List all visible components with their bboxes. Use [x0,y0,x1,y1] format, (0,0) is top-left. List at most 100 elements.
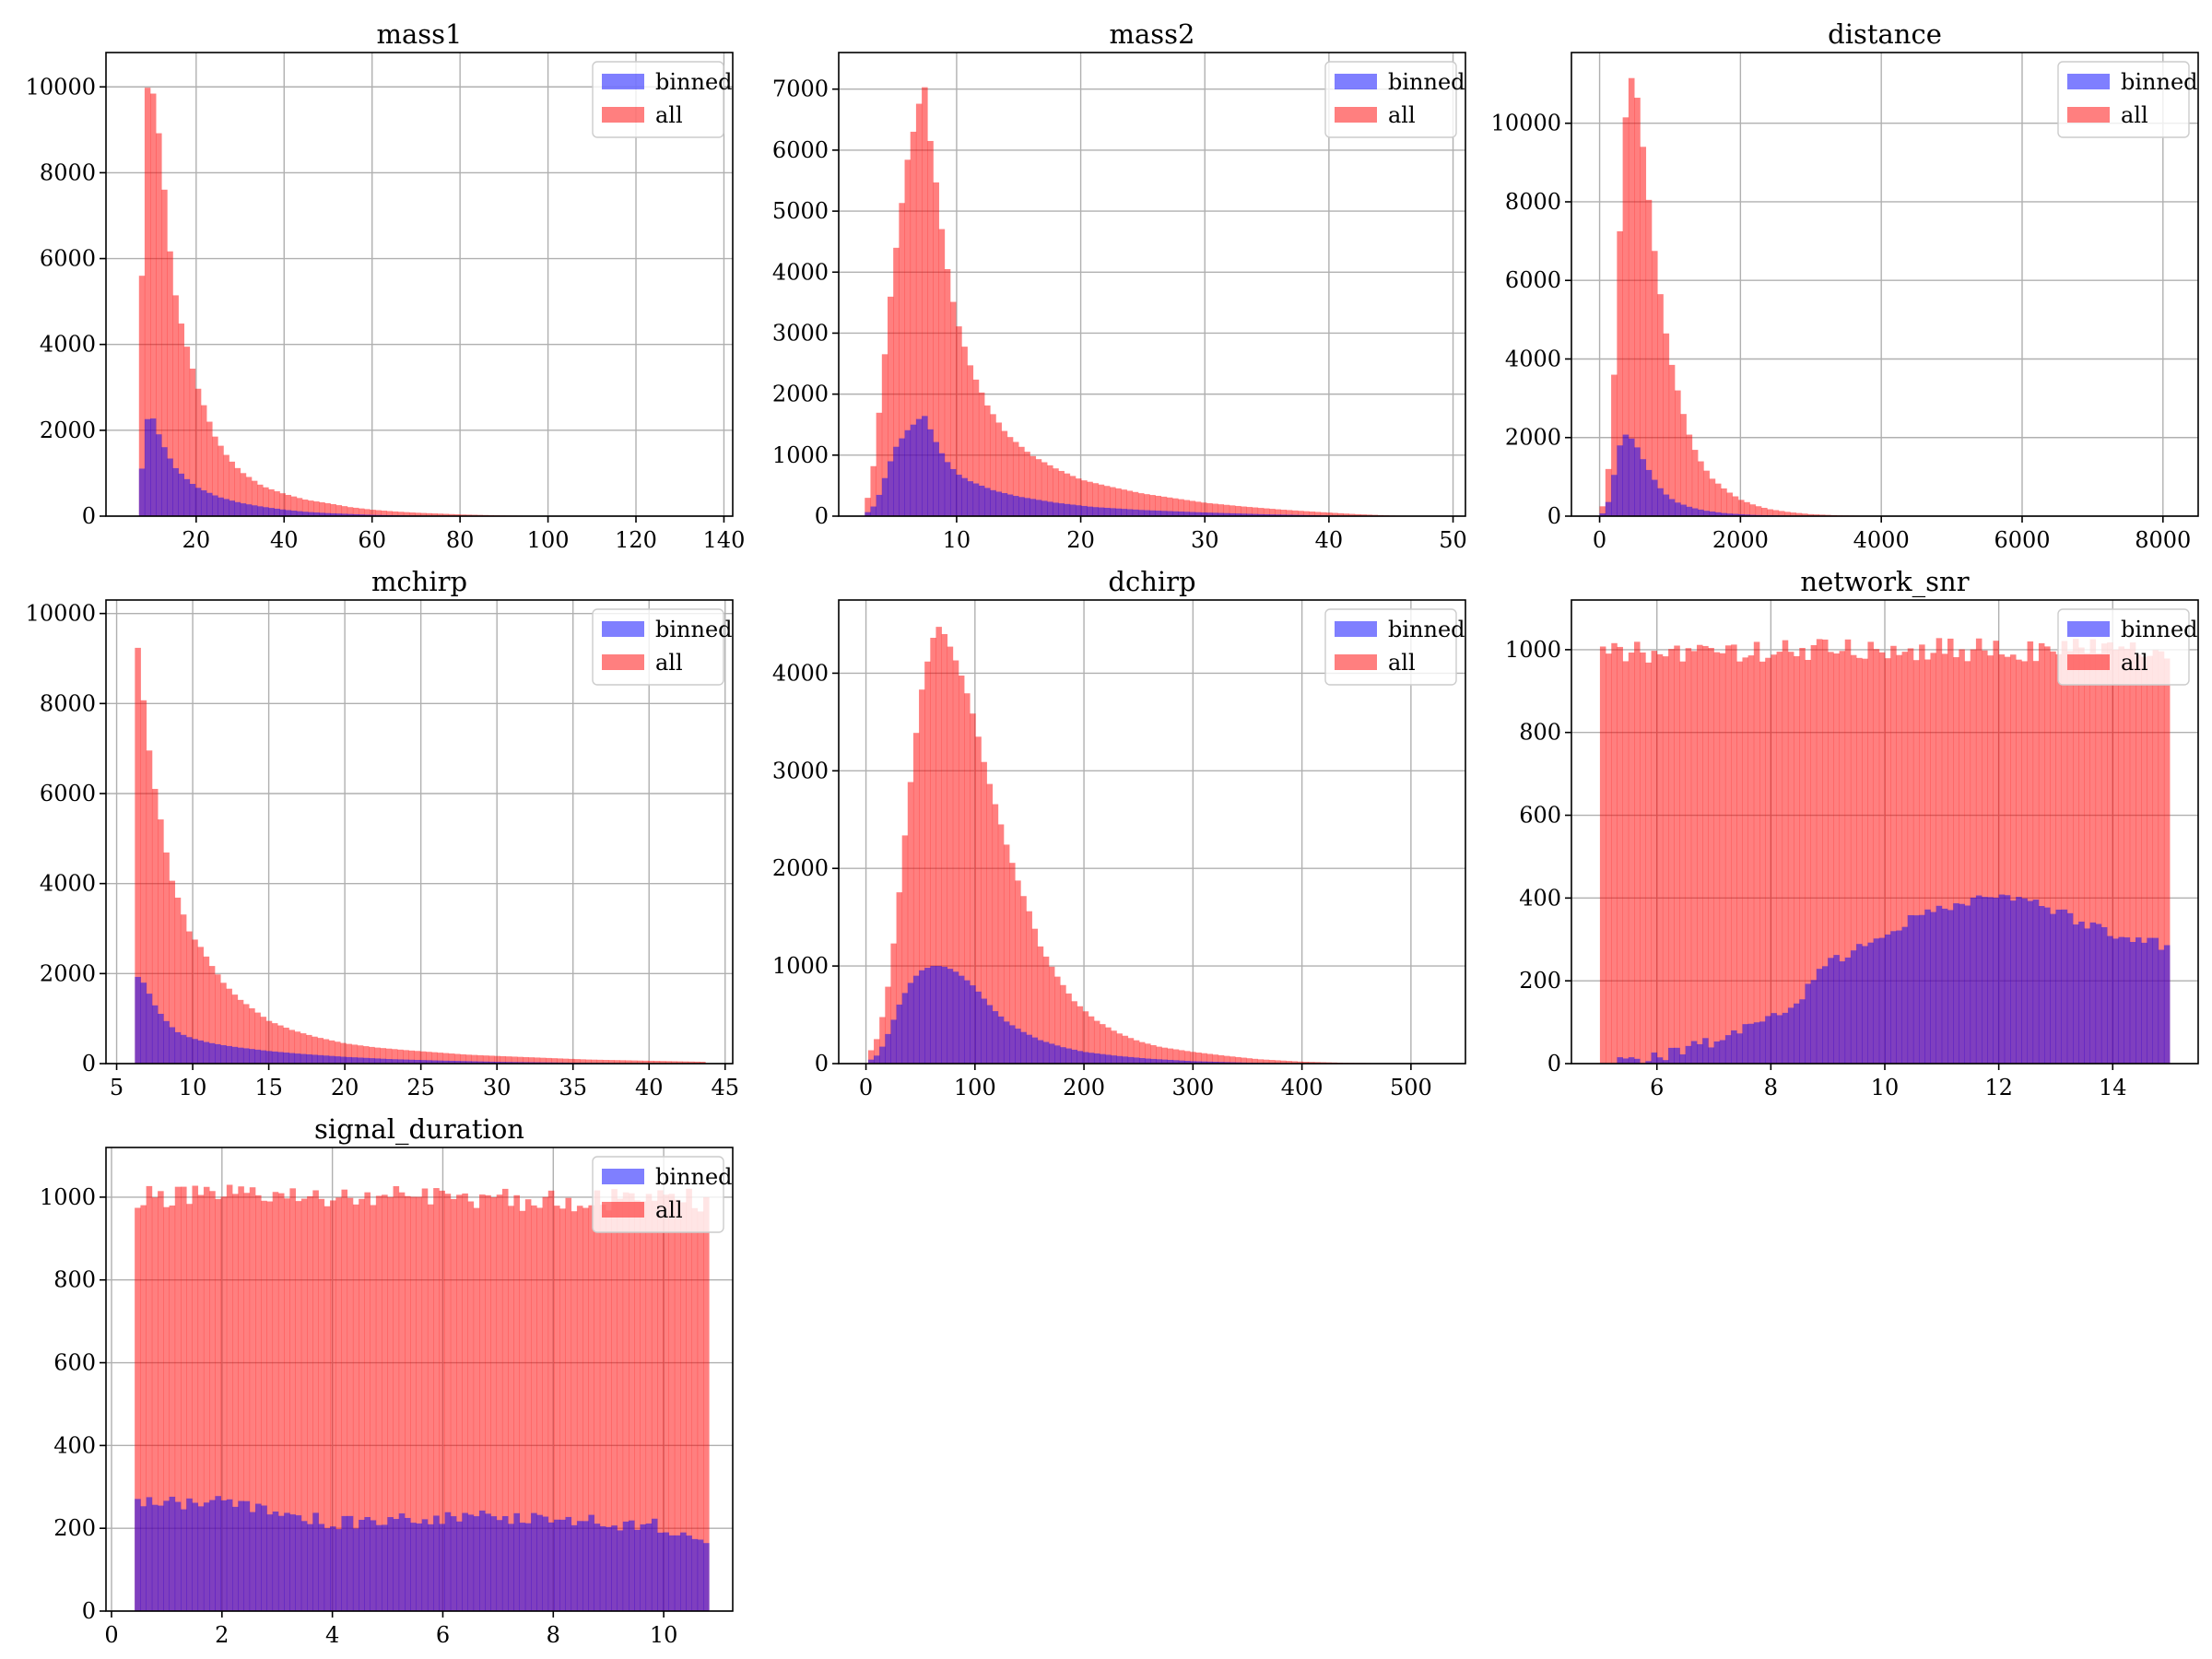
bar-all [2089,639,2097,1064]
y-tick-label: 8000 [40,159,96,185]
bar-binned [197,1506,205,1611]
bar-all [1178,499,1184,516]
bar-binned [629,1520,635,1611]
series-all [135,647,706,1064]
bar-all [1747,655,1755,1064]
bar-all [1628,77,1635,517]
bar-all [206,421,213,516]
bar-all [231,994,239,1064]
bar-all [460,1053,466,1064]
bar-all [1709,478,1716,516]
bar-binned [910,424,917,516]
bar-all [186,931,193,1064]
bar-all [140,1205,147,1611]
bar-all [1132,491,1139,516]
bar-binned [1194,512,1202,516]
series-all [138,88,702,517]
bar-all [559,1208,566,1611]
bar-all [1787,652,1794,1064]
bar-binned [1867,942,1874,1064]
bar-all [232,1194,239,1611]
bar-binned [215,1496,221,1611]
bar-all [995,422,1002,516]
bar-binned [978,485,985,516]
bar-binned [1100,1053,1106,1064]
y-tick-label: 0 [82,1051,96,1077]
bar-all [1003,844,1010,1064]
bar-all [151,788,159,1064]
bar-binned [1936,905,1943,1064]
bar-binned [1035,500,1042,516]
bar-all [381,511,387,516]
bar-binned [935,966,942,1064]
x-tick-label: 2000 [1712,527,1769,553]
bar-all [2038,642,2045,1064]
bar-binned [318,1524,325,1611]
x-tick-label: 2 [215,1622,229,1648]
legend: binned all [592,61,733,138]
bar-binned [1651,1052,1658,1064]
bar-all [688,1061,695,1064]
bar-all [300,1033,307,1064]
bar-binned [1121,509,1127,516]
bar-all [1127,1038,1135,1064]
bar-binned [301,512,309,516]
bar-binned [180,1034,187,1064]
x-tick-label: 20 [1066,527,1095,553]
bar-binned [927,429,934,516]
bar-all [663,1194,669,1611]
bar-all [240,473,247,516]
bar-all [192,1185,199,1611]
bar-all [2124,648,2131,1064]
bar-all [1200,502,1207,516]
panel-title: signal_duration [314,1113,524,1146]
axes-frame [105,1147,734,1612]
bar-all [1018,446,1025,516]
bar-binned [870,506,877,516]
bar-all [2061,641,2068,1064]
bar-binned [408,1059,415,1064]
bar-binned [254,1049,261,1064]
bar-binned [382,1524,388,1611]
bar-binned [494,1062,500,1064]
bar-binned [594,1524,601,1611]
x-tick-label: 140 [703,527,746,553]
bar-all [1833,653,1840,1064]
x-tick-label: 4 [325,1622,339,1648]
bar-all [181,1186,187,1611]
bar-all [594,1190,601,1611]
bar-binned [2032,900,2040,1064]
bar-binned [397,1059,404,1064]
bar-all [382,1194,388,1611]
bar-all [197,1194,205,1611]
bar-binned [1161,1059,1168,1064]
bar-binned [893,446,900,516]
bar-all [397,512,405,516]
bar-binned [907,982,914,1064]
y-tick-label: 4000 [772,660,829,686]
bar-all [651,1200,658,1611]
bar-binned [1850,950,1857,1064]
legend-label-binned: binned [655,617,733,642]
bar-all [1359,514,1367,516]
bar-all [1145,1043,1151,1064]
bar-binned [1206,1061,1213,1064]
bar-binned [1833,955,1840,1064]
series-binned [1599,434,2137,516]
bar-all [2044,646,2051,1064]
bar-all [1280,1060,1287,1064]
bar-all [431,513,438,516]
bar-binned [1907,914,1914,1064]
bar-all [927,140,934,516]
bar-all [1930,653,1936,1064]
panel-distance: 0 2000 4000 6000 8000 10000 0 2000 4000 6000 8000 d… [1491,18,2199,553]
bar-all [254,1012,261,1064]
bar-binned [1235,513,1241,516]
bar-binned [1144,510,1150,516]
bar-binned [189,484,196,516]
bar-binned [1844,957,1852,1064]
bar-all [420,512,427,516]
bar-binned [981,998,987,1064]
bar-all [1617,646,1623,1064]
bar-all [307,1196,313,1611]
